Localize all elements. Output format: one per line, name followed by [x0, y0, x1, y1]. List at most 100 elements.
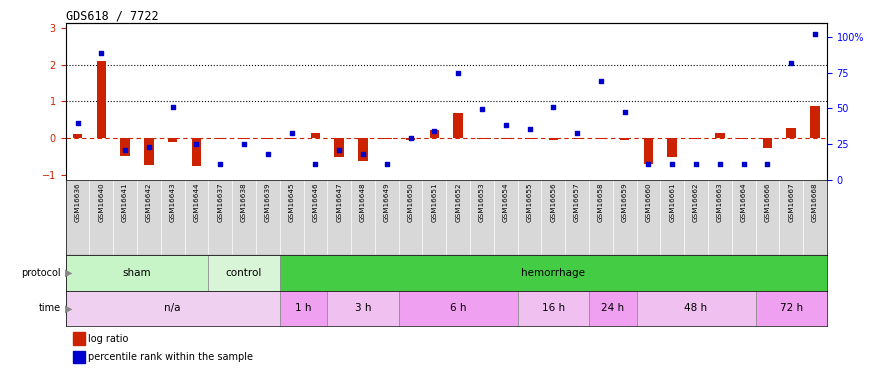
Bar — [453, 113, 463, 138]
Point — [190, 141, 204, 147]
Bar — [787, 128, 796, 138]
Point — [594, 78, 608, 84]
Bar — [144, 138, 154, 165]
Text: GSM16666: GSM16666 — [765, 182, 770, 222]
Text: 16 h: 16 h — [542, 303, 565, 313]
Text: GSM16663: GSM16663 — [717, 182, 723, 222]
Bar — [66, 255, 208, 291]
Point — [380, 161, 394, 167]
Text: GSM16655: GSM16655 — [527, 182, 533, 222]
Bar — [620, 138, 629, 140]
Text: sham: sham — [123, 268, 151, 278]
Text: GSM16649: GSM16649 — [384, 182, 389, 222]
Point — [570, 130, 584, 136]
Text: GSM16654: GSM16654 — [503, 182, 508, 222]
Point — [760, 161, 774, 167]
Text: GSM16637: GSM16637 — [217, 182, 223, 222]
Point — [499, 122, 513, 128]
Point — [784, 60, 798, 66]
Point — [261, 151, 275, 157]
Bar — [596, 138, 605, 140]
Text: GSM16639: GSM16639 — [265, 182, 271, 222]
Bar — [168, 138, 178, 142]
Point — [427, 128, 441, 134]
Bar — [572, 138, 582, 140]
Text: GSM16636: GSM16636 — [74, 182, 80, 222]
Text: GSM16656: GSM16656 — [550, 182, 556, 222]
Text: 6 h: 6 h — [450, 303, 466, 313]
Text: percentile rank within the sample: percentile rank within the sample — [88, 352, 254, 362]
Text: GSM16662: GSM16662 — [693, 182, 699, 222]
Point — [452, 70, 466, 76]
Text: GSM16653: GSM16653 — [479, 182, 485, 222]
Bar — [637, 291, 755, 326]
Bar — [287, 138, 297, 140]
Point — [94, 50, 108, 56]
Bar — [715, 134, 724, 138]
Point — [403, 135, 417, 141]
Bar — [549, 138, 558, 140]
Bar — [192, 138, 201, 166]
Bar — [668, 138, 677, 157]
Point — [689, 161, 703, 167]
Point — [214, 161, 228, 167]
Text: GSM16650: GSM16650 — [408, 182, 414, 222]
Bar — [430, 130, 439, 138]
Text: GSM16658: GSM16658 — [598, 182, 604, 222]
Bar — [763, 138, 772, 148]
Text: GSM16644: GSM16644 — [193, 182, 200, 222]
Bar — [589, 291, 637, 326]
Point — [737, 161, 751, 167]
Point — [332, 147, 346, 153]
Point — [237, 141, 251, 147]
Point — [522, 126, 536, 132]
Bar — [738, 138, 748, 140]
Text: hemorrhage: hemorrhage — [522, 268, 585, 278]
Text: 3 h: 3 h — [354, 303, 371, 313]
Text: log ratio: log ratio — [88, 334, 129, 344]
Text: 72 h: 72 h — [780, 303, 802, 313]
Point — [118, 147, 132, 153]
Text: ▶: ▶ — [65, 268, 73, 278]
Bar — [334, 138, 344, 157]
Text: GSM16657: GSM16657 — [574, 182, 580, 222]
Point — [618, 108, 632, 114]
Text: GDS618 / 7722: GDS618 / 7722 — [66, 9, 158, 22]
Text: time: time — [39, 303, 61, 313]
Point — [165, 104, 179, 110]
Text: GSM16640: GSM16640 — [98, 182, 104, 222]
Text: protocol: protocol — [22, 268, 61, 278]
Point — [284, 130, 298, 136]
Bar — [73, 134, 82, 138]
Point — [808, 31, 822, 37]
Text: n/a: n/a — [164, 303, 181, 313]
Point — [665, 161, 679, 167]
Bar — [810, 106, 820, 138]
Text: 1 h: 1 h — [295, 303, 311, 313]
Bar — [755, 291, 827, 326]
Bar — [382, 138, 391, 140]
Bar — [691, 138, 701, 140]
Bar — [121, 138, 130, 156]
Bar — [74, 332, 85, 345]
Bar — [358, 138, 368, 160]
Text: GSM16641: GSM16641 — [123, 182, 128, 222]
Bar — [644, 138, 654, 164]
Text: GSM16664: GSM16664 — [740, 182, 746, 222]
Text: GSM16660: GSM16660 — [646, 182, 652, 222]
Text: GSM16668: GSM16668 — [812, 182, 818, 222]
Text: GSM16645: GSM16645 — [289, 182, 295, 222]
Bar — [215, 138, 225, 139]
Bar — [263, 138, 273, 140]
Text: GSM16646: GSM16646 — [312, 182, 318, 222]
Text: 24 h: 24 h — [601, 303, 625, 313]
Text: 48 h: 48 h — [684, 303, 708, 313]
Text: GSM16661: GSM16661 — [669, 182, 676, 222]
Point — [546, 104, 560, 110]
Point — [71, 120, 85, 126]
Text: control: control — [226, 268, 262, 278]
Point — [142, 144, 156, 150]
Bar — [74, 351, 85, 363]
Text: GSM16648: GSM16648 — [360, 182, 366, 222]
Bar — [96, 61, 106, 138]
